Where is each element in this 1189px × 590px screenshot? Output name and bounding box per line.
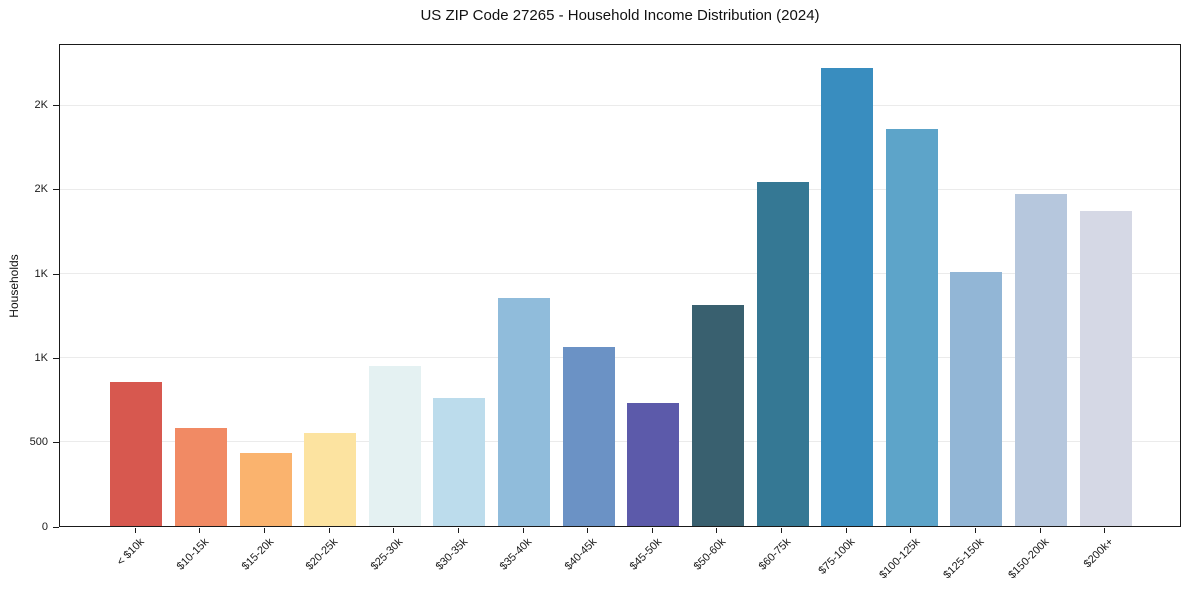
x-tick-label: $30-35k (433, 536, 470, 573)
x-tick-label: $150-200k (1006, 536, 1052, 582)
y-tick-label: 500 (29, 436, 48, 449)
y-tick-label: 0 (41, 520, 48, 533)
x-tick-mark (781, 528, 783, 533)
plot-area (59, 44, 1181, 527)
y-tick-mark (53, 357, 59, 359)
bar (1079, 211, 1132, 526)
y-axis-label: Households (7, 254, 21, 318)
x-tick-mark (974, 528, 976, 533)
x-tick-label: $60-75k (756, 536, 794, 573)
bar (110, 381, 163, 526)
y-tick-label: 1K (34, 351, 48, 364)
bar (174, 427, 227, 526)
x-tick-mark (264, 528, 266, 533)
bar (691, 305, 744, 526)
y-tick-mark (53, 189, 59, 191)
x-tick-mark (845, 528, 847, 533)
x-tick-mark (716, 528, 718, 533)
bar (304, 432, 357, 526)
x-tick-label: $15-20k (239, 536, 277, 573)
x-tick-mark (651, 528, 653, 533)
x-tick-label: $35-40k (497, 536, 535, 573)
x-tick-mark (328, 528, 330, 533)
gridline (60, 273, 1180, 275)
bar (562, 347, 615, 526)
bar (368, 365, 421, 526)
x-tick-label: $45-50k (627, 536, 664, 573)
bar (885, 128, 938, 526)
x-tick-label: $100-125k (877, 536, 923, 582)
x-tick-label: $10-15k (174, 536, 212, 573)
gridline (60, 357, 1180, 359)
x-tick-label: $200k+ (1081, 536, 1117, 571)
bar (821, 67, 874, 526)
bar (756, 181, 809, 526)
x-tick-mark (1039, 528, 1041, 533)
x-tick-label: $20-25k (304, 536, 341, 573)
y-tick-mark (53, 273, 59, 275)
x-tick-label: < $10k (114, 536, 147, 569)
gridline (60, 189, 1180, 191)
gridline (60, 105, 1180, 107)
x-tick-label: $125-150k (941, 536, 987, 582)
bar (1015, 193, 1068, 526)
gridline (60, 441, 1180, 443)
bar (627, 402, 680, 526)
x-tick-mark (134, 528, 136, 533)
y-tick-mark (53, 105, 59, 107)
y-tick-mark (53, 442, 59, 444)
y-tick-label: 2K (34, 99, 48, 112)
y-tick-mark (53, 526, 59, 528)
x-tick-label: $25-30k (368, 536, 406, 573)
bar (498, 297, 551, 526)
chart-title: US ZIP Code 27265 - Household Income Dis… (420, 7, 820, 24)
y-tick-label: 1K (34, 267, 48, 280)
x-tick-label: $50-60k (691, 536, 729, 573)
x-tick-mark (587, 528, 589, 533)
x-tick-label: $40-45k (562, 536, 600, 573)
x-tick-mark (199, 528, 201, 533)
y-tick-label: 2K (34, 183, 48, 196)
bar (950, 271, 1003, 526)
x-tick-mark (1104, 528, 1106, 533)
x-tick-mark (910, 528, 912, 533)
bar (433, 397, 486, 526)
x-tick-mark (522, 528, 524, 533)
x-tick-mark (457, 528, 459, 533)
x-tick-label: $75-100k (816, 536, 858, 577)
x-tick-mark (393, 528, 395, 533)
bar (239, 452, 292, 526)
